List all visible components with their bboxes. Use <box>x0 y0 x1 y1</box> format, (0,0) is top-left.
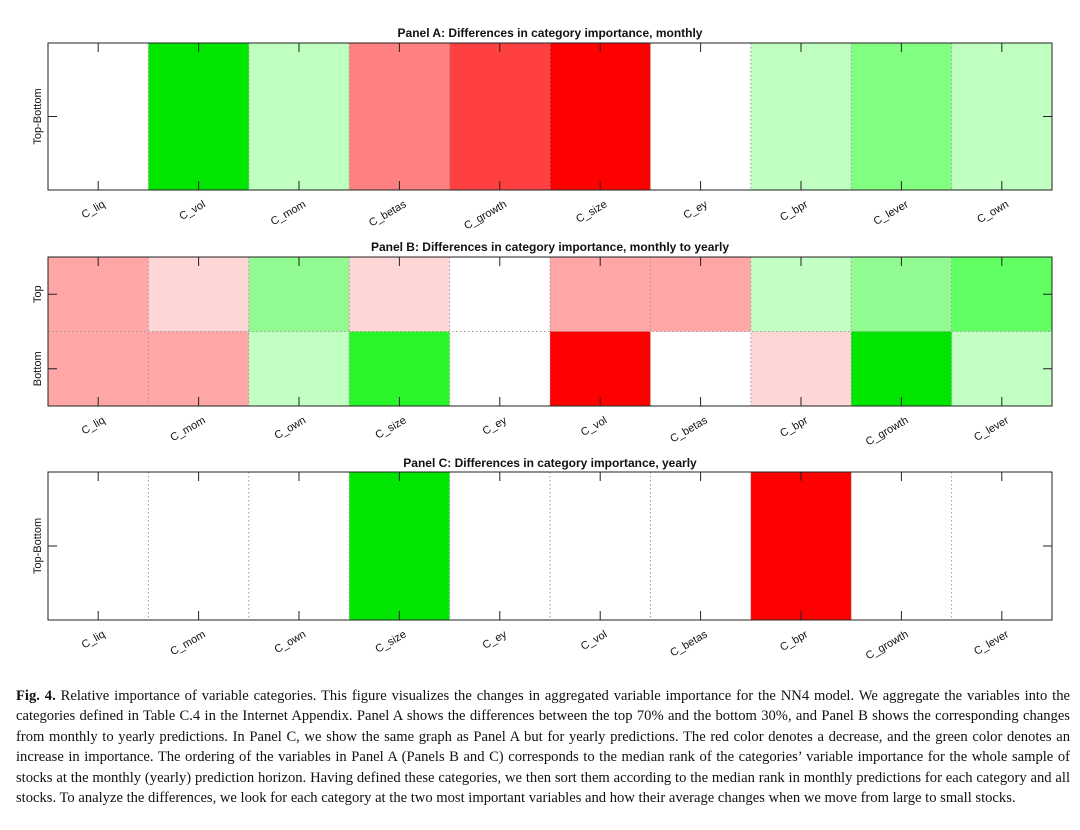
x-tick-label: C_lever <box>972 628 1011 658</box>
heatmap-cell <box>248 472 350 621</box>
x-tick-label: C_bpr <box>778 628 810 654</box>
x-tick-label: C_ey <box>481 414 510 437</box>
x-tick-label: C_lever <box>872 198 911 228</box>
x-tick-label: C_own <box>272 414 308 442</box>
panel-title: Panel A: Differences in category importa… <box>398 26 703 40</box>
heatmap-cell <box>48 43 149 191</box>
heatmap-cell <box>248 43 350 191</box>
heatmap-cell <box>851 43 953 191</box>
x-tick-label: C_mom <box>168 628 207 658</box>
heatmap-cell <box>650 257 752 332</box>
panel-title: Panel B: Differences in category importa… <box>371 240 729 254</box>
x-tick-label: C_liq <box>80 414 108 437</box>
heatmap-cell <box>550 472 651 621</box>
heatmap-cell <box>951 472 1053 621</box>
heatmap-cell <box>148 331 250 407</box>
y-tick-label: Top <box>32 285 44 303</box>
heatmap-cell <box>349 331 451 407</box>
heatmap-cell <box>148 43 250 191</box>
heatmap-cell <box>148 472 250 621</box>
heatmap-cell <box>248 331 350 407</box>
x-tick-label: C_betas <box>668 414 710 445</box>
y-tick-label: Bottom <box>32 351 44 386</box>
heatmap-cell <box>951 257 1053 332</box>
x-tick-label: C_growth <box>864 414 911 448</box>
x-tick-label: C_ey <box>481 628 510 651</box>
x-tick-label: C_growth <box>864 628 911 662</box>
x-tick-label: C_liq <box>80 198 108 221</box>
heatmap-cell <box>550 257 651 332</box>
heatmap-cell <box>349 257 451 332</box>
heatmap-cell <box>349 472 451 621</box>
heatmap-cell <box>650 43 752 191</box>
heatmap-cell <box>48 257 149 332</box>
heatmap-cell <box>148 257 250 332</box>
x-tick-label: C_vol <box>579 628 609 652</box>
heatmap-cell <box>550 43 651 191</box>
x-tick-label: C_size <box>373 414 408 441</box>
heatmap-cell <box>951 331 1053 407</box>
figure: Panel A: Differences in category importa… <box>32 26 1053 662</box>
heatmap-cell <box>750 257 852 332</box>
plot-frame <box>47 256 1053 407</box>
heatmap-cell <box>650 331 752 407</box>
heatmap-cell <box>750 43 852 191</box>
heatmap-cell <box>951 43 1053 191</box>
heatmap-cell <box>248 257 350 332</box>
heatmap-cell <box>48 331 149 407</box>
x-tick-label: C_mom <box>168 414 207 444</box>
caption-label: Fig. 4. <box>16 688 56 704</box>
panel-title: Panel C: Differences in category importa… <box>403 456 697 470</box>
heatmap-cell <box>750 331 852 407</box>
x-tick-label: C_growth <box>462 198 509 232</box>
heatmap-cell <box>851 257 953 332</box>
x-tick-label: C_liq <box>80 628 108 651</box>
x-tick-label: C_size <box>373 628 408 655</box>
heatmap-cell <box>449 472 551 621</box>
x-tick-label: C_mom <box>269 198 308 228</box>
heatmap-cell <box>48 472 149 621</box>
heatmap-cell <box>851 472 953 621</box>
x-tick-label: C_size <box>574 198 609 225</box>
caption-text: Relative importance of variable categori… <box>16 688 1070 807</box>
heatmap-cell <box>449 331 551 407</box>
heatmap-cell <box>650 472 752 621</box>
x-tick-label: C_lever <box>972 414 1011 444</box>
heatmap-cell <box>349 43 451 191</box>
heatmap-cell <box>750 472 852 621</box>
heatmap-cell <box>851 331 953 407</box>
heatmap-cell <box>449 257 551 332</box>
heatmap-cell <box>550 331 651 407</box>
x-tick-label: C_own <box>975 198 1011 226</box>
x-tick-label: C_betas <box>367 198 409 229</box>
x-tick-label: C_vol <box>579 414 609 438</box>
x-tick-label: C_bpr <box>778 414 810 440</box>
x-tick-label: C_ey <box>681 198 710 221</box>
x-tick-label: C_bpr <box>778 198 810 224</box>
y-tick-label: Top-Bottom <box>32 88 44 144</box>
figure-caption: Fig. 4. Relative importance of variable … <box>16 686 1070 808</box>
x-tick-label: C_betas <box>668 628 710 659</box>
heatmap-cell <box>449 43 551 191</box>
x-tick-label: C_vol <box>177 198 207 222</box>
x-tick-label: C_own <box>272 628 308 656</box>
y-tick-label: Top-Bottom <box>32 518 44 574</box>
